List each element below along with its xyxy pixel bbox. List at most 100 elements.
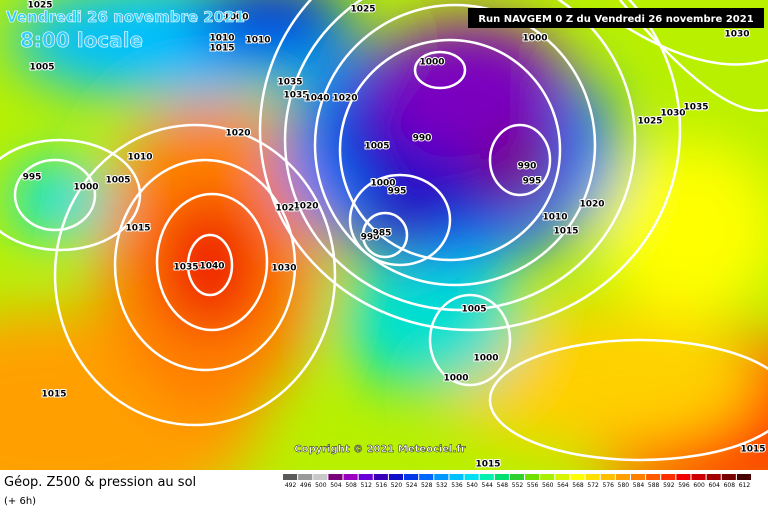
- scale-swatch: [419, 474, 434, 480]
- scale-label: 528: [421, 482, 433, 489]
- scale-label: 532: [436, 482, 448, 489]
- scale-swatch: [736, 474, 751, 480]
- isobar-label: 1030: [271, 264, 296, 274]
- isobar-label: 1015: [125, 224, 150, 234]
- scale-swatch: [464, 474, 479, 480]
- isobars: [0, 0, 768, 462]
- scale-swatch: [540, 474, 555, 480]
- scale-label: 568: [572, 482, 584, 489]
- isobar-label: 1035: [173, 263, 198, 273]
- scale-swatch: [479, 474, 494, 480]
- isobar-label: 1040: [304, 94, 329, 104]
- copyright: Copyright © 2021 Meteociel.fr: [294, 444, 465, 455]
- scale-label: 560: [542, 482, 554, 489]
- scale-swatch: [525, 474, 540, 480]
- scale-label: 504: [330, 482, 342, 489]
- scale-label: 564: [557, 482, 569, 489]
- footer-title: Géop. Z500 & pression au sol: [4, 475, 196, 490]
- scale-label: 524: [406, 482, 418, 489]
- isobar-label: 1030: [660, 109, 685, 119]
- scale-label: 516: [376, 482, 388, 489]
- isobar-label: 1005: [29, 63, 54, 73]
- scale-label: 496: [300, 482, 312, 489]
- scale-swatch: [555, 474, 570, 480]
- scale-label: 540: [466, 482, 478, 489]
- scale-label: 572: [587, 482, 599, 489]
- footer-lead: (+ 6h): [4, 496, 36, 507]
- color-scale: 492 496 500 504 508 512 516 520 524 528 532 536 540 5…: [283, 474, 751, 489]
- scale-label: 500: [315, 482, 327, 489]
- scale-label: 588: [648, 482, 660, 489]
- scale-label: 592: [663, 482, 675, 489]
- isobar-label: 1025: [350, 5, 375, 15]
- isobar-label: 1000: [223, 13, 248, 23]
- scale-swatch: [661, 474, 676, 480]
- isobar-label: 1020: [332, 94, 357, 104]
- scale-label: 600: [693, 482, 705, 489]
- isobar-label: 1005: [364, 142, 389, 152]
- isobar-label: 995: [23, 173, 42, 183]
- isobar-label: 1015: [553, 227, 578, 237]
- isobar-label: 1015: [740, 445, 765, 455]
- scale-swatch: [343, 474, 358, 480]
- isobar-label: 1005: [461, 305, 486, 315]
- scale-swatch: [298, 474, 313, 480]
- scale-swatch: [706, 474, 721, 480]
- scale-swatch: [449, 474, 464, 480]
- map-date: Vendredi 26 novembre 2021: [6, 8, 245, 26]
- scale-label: 492: [285, 482, 297, 489]
- isobar-label: 995: [388, 187, 407, 197]
- scale-swatch: [570, 474, 585, 480]
- scale-swatch: [283, 474, 298, 480]
- isobar-label: 985: [373, 229, 392, 239]
- scale-label: 612: [739, 482, 751, 489]
- scale-label: 508: [345, 482, 357, 489]
- isobar-label: 990: [518, 162, 537, 172]
- isobar-label: 1005: [105, 176, 130, 186]
- isobar-label: 1015: [209, 44, 234, 54]
- isobar-label: 1040: [199, 262, 224, 272]
- scale-label: 520: [391, 482, 403, 489]
- isobar-label: 1010: [209, 34, 234, 44]
- scale-swatch: [313, 474, 328, 480]
- scale-label: 596: [678, 482, 690, 489]
- isobar-label: 995: [523, 177, 542, 187]
- scale-swatch: [328, 474, 343, 480]
- scale-swatch: [358, 474, 373, 480]
- scale-swatch: [676, 474, 691, 480]
- scale-swatch: [615, 474, 630, 480]
- isobar-label: 1030: [724, 30, 749, 40]
- scale-swatch: [404, 474, 419, 480]
- isobar-label: 1000: [419, 58, 444, 68]
- isobar-label: 990: [361, 233, 380, 243]
- isobar-label: 1010: [542, 213, 567, 223]
- isobar-label: 1010: [127, 153, 152, 163]
- isobar-label: 1000: [522, 34, 547, 44]
- run-info: Run NAVGEM 0 Z du Vendredi 26 novembre 2…: [478, 14, 753, 25]
- scale-swatch: [600, 474, 615, 480]
- isobar-label: 1020: [579, 200, 604, 210]
- scale-label: 536: [451, 482, 463, 489]
- isobar-label: 1000: [73, 183, 98, 193]
- isobar-label: 1020: [293, 202, 318, 212]
- scale-label: 544: [482, 482, 494, 489]
- scale-label: 580: [618, 482, 630, 489]
- isobar-label: 1025: [275, 204, 300, 214]
- run-box: [468, 8, 764, 28]
- scale-swatch: [691, 474, 706, 480]
- isobar-label: 1025: [637, 117, 662, 127]
- scale-swatch: [630, 474, 646, 480]
- scale-swatch: [388, 474, 404, 480]
- scale-label: 556: [527, 482, 539, 489]
- isobar-label: 1000: [370, 179, 395, 189]
- scale-label: 608: [724, 482, 736, 489]
- scale-label: 604: [708, 482, 720, 489]
- isobar-label: 1000: [473, 354, 498, 364]
- scale-label: 552: [512, 482, 524, 489]
- scale-swatch: [373, 474, 388, 480]
- map-time: 8:00 locale: [20, 28, 143, 52]
- scale-label: 512: [360, 482, 372, 489]
- isobar-label: 1035: [283, 91, 308, 101]
